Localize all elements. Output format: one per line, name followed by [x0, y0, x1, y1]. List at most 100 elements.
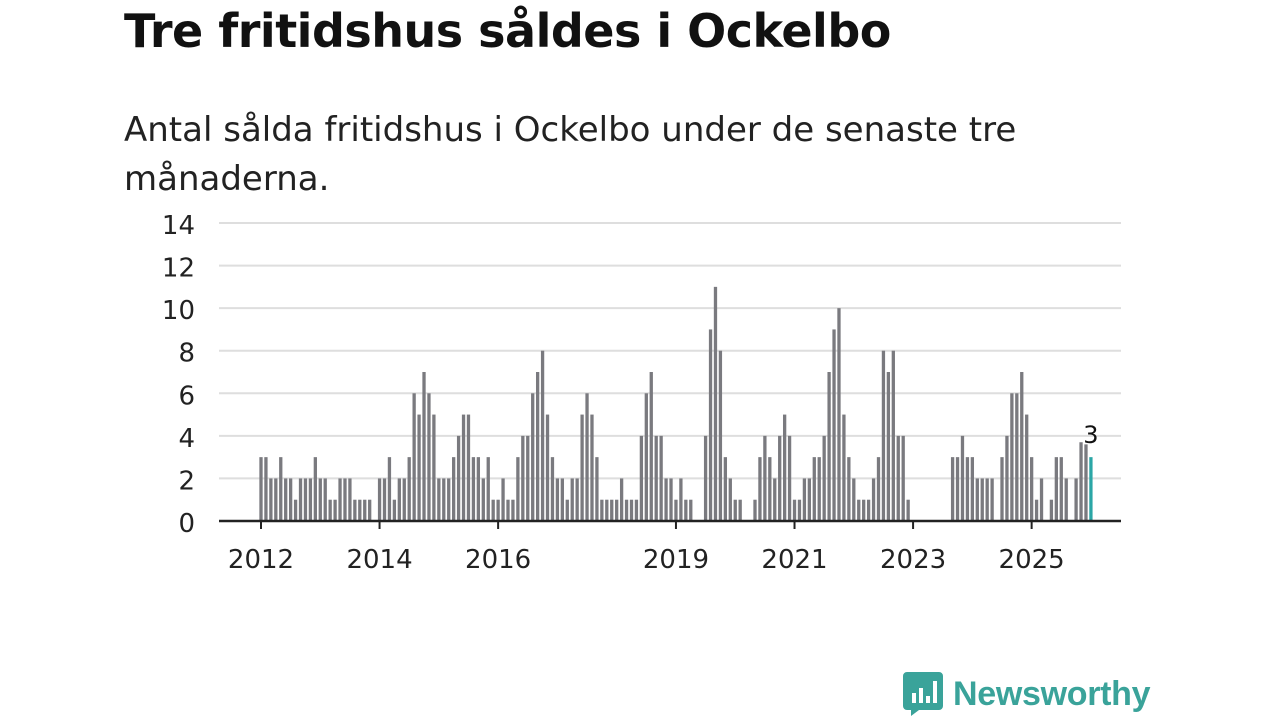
gridlines — [219, 222, 1121, 480]
bar — [1039, 478, 1044, 521]
bar — [886, 372, 891, 521]
bar — [787, 435, 792, 521]
bar — [368, 499, 372, 521]
bar — [807, 478, 811, 521]
bar — [822, 435, 826, 521]
bar — [827, 372, 831, 521]
bar — [531, 393, 535, 521]
bar — [664, 478, 668, 521]
bar — [1015, 393, 1019, 521]
bar — [980, 478, 984, 521]
y-tick-label: 2 — [178, 466, 195, 496]
bar — [501, 478, 505, 521]
bar — [797, 499, 802, 521]
bar — [516, 457, 520, 521]
bar — [417, 414, 421, 521]
bar — [279, 457, 283, 521]
y-tick-label: 12 — [162, 254, 195, 284]
bar — [837, 308, 841, 521]
bar — [817, 457, 821, 521]
bar — [437, 478, 441, 521]
bar — [560, 478, 564, 521]
bar — [318, 478, 322, 521]
bar — [313, 457, 317, 521]
bar — [975, 478, 979, 521]
bar — [348, 478, 352, 521]
bar — [358, 499, 362, 521]
bar — [713, 286, 718, 521]
bar — [600, 499, 604, 521]
bar — [580, 414, 584, 521]
bar — [575, 478, 579, 521]
bar — [338, 478, 342, 521]
bar — [847, 457, 851, 521]
bar — [323, 478, 327, 521]
bar — [906, 499, 910, 521]
bar — [427, 393, 431, 521]
bar — [728, 478, 732, 521]
bar — [733, 499, 737, 521]
bar — [447, 478, 451, 521]
y-tick-label: 8 — [178, 339, 195, 369]
newsworthy-logo[interactable]: Newsworthy — [903, 672, 1151, 716]
bar — [298, 478, 303, 521]
bar — [259, 457, 263, 521]
bar — [1020, 372, 1024, 521]
bar — [432, 414, 436, 521]
bar — [1000, 457, 1004, 521]
bar — [402, 478, 406, 521]
y-tick-label: 0 — [178, 509, 195, 539]
bar — [1079, 442, 1083, 521]
bar — [1084, 444, 1088, 521]
bar — [565, 499, 569, 521]
bar — [392, 499, 397, 521]
bar — [328, 499, 332, 521]
bar — [442, 478, 446, 521]
bar — [990, 478, 994, 521]
bar — [768, 457, 772, 521]
bar — [486, 457, 490, 521]
bar — [866, 499, 871, 521]
bars — [259, 286, 1093, 521]
bar — [595, 457, 599, 521]
chart-title: Tre fritidshus såldes i Ockelbo — [124, 4, 891, 58]
bar — [644, 393, 648, 521]
bar — [461, 414, 466, 521]
bar — [491, 499, 495, 521]
bar — [293, 499, 298, 521]
bar — [669, 478, 673, 521]
bar — [535, 372, 540, 521]
bar — [689, 499, 693, 521]
bar — [511, 499, 515, 521]
bar — [363, 499, 367, 521]
bar — [758, 457, 762, 521]
bar — [970, 457, 975, 521]
bar — [862, 499, 866, 521]
bar — [333, 499, 337, 521]
bar — [1005, 435, 1009, 521]
newsworthy-chart-icon — [903, 672, 943, 716]
bar — [674, 499, 678, 521]
bar — [264, 457, 268, 521]
bar — [881, 350, 886, 521]
bar — [382, 478, 387, 521]
bar — [343, 478, 347, 521]
bar — [521, 435, 525, 521]
bar — [610, 499, 614, 521]
bar — [802, 478, 807, 521]
bar — [570, 478, 574, 521]
bar — [605, 499, 609, 521]
bar — [407, 457, 411, 521]
annotations: 3 — [1083, 421, 1098, 449]
x-tick-label: 2014 — [346, 545, 412, 575]
bar — [1074, 478, 1078, 521]
bar — [723, 457, 728, 521]
bar — [619, 478, 624, 521]
bar — [308, 478, 313, 521]
bar — [778, 435, 782, 521]
bar — [842, 414, 846, 521]
bar — [1029, 457, 1034, 521]
bar — [649, 372, 653, 521]
bar — [422, 372, 426, 521]
bar — [585, 393, 589, 521]
